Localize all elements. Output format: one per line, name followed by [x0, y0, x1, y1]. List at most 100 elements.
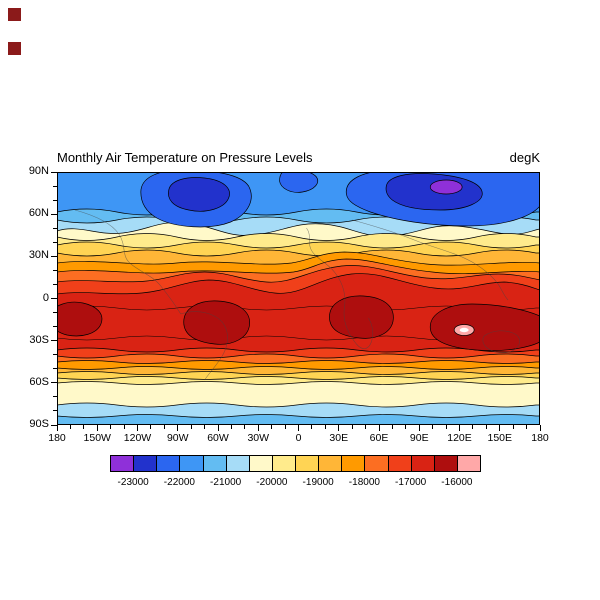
coastline-africa-europe	[306, 227, 374, 349]
colorbar-cell	[271, 455, 296, 472]
colorbar	[110, 455, 481, 472]
lon-tick-minor	[110, 425, 112, 429]
lat-tick-label: 60N	[28, 207, 49, 220]
colorbar-cell	[225, 455, 250, 472]
lon-tick-minor	[485, 425, 487, 429]
lat-tick-minor	[53, 199, 57, 201]
colorbar-cell	[341, 455, 366, 472]
colorbar-tick-label: -17000	[395, 477, 427, 488]
lon-tick-label: 60E	[369, 432, 389, 444]
colorbar-cell	[433, 455, 458, 472]
lon-tick-minor	[512, 425, 514, 429]
colorbar-cell	[364, 455, 389, 472]
contour-coldspot-greenland-core	[168, 177, 230, 212]
lat-tick-minor	[53, 227, 57, 229]
contour-hotspot-africa	[329, 295, 394, 339]
lat-tick-minor	[53, 269, 57, 271]
lon-tick-major	[338, 425, 340, 431]
colorbar-tick-label: -21000	[210, 477, 242, 488]
chart-title: Monthly Air Temperature on Pressure Leve…	[57, 150, 313, 165]
coastline-south-america	[180, 311, 228, 381]
lon-tick-minor	[365, 425, 367, 429]
colorbar-cell	[179, 455, 204, 472]
lon-tick-label: 90W	[166, 432, 189, 444]
lon-tick-label: 60W	[207, 432, 229, 444]
lat-tick-label: 30S	[29, 333, 49, 346]
lon-tick-minor	[230, 425, 232, 429]
colorbar-tick-label: -16000	[441, 477, 473, 488]
colorbar-cell	[110, 455, 135, 472]
colorbar-cell	[456, 455, 481, 472]
colorbar-cell	[248, 455, 273, 472]
lon-tick-label: 120E	[447, 432, 472, 444]
lon-tick-minor	[324, 425, 326, 429]
colorbar-cell	[295, 455, 320, 472]
lat-tick-minor	[53, 354, 57, 356]
lon-tick-major	[217, 425, 219, 431]
colorbar-tick-label: -22000	[163, 477, 195, 488]
lat-tick-minor	[53, 410, 57, 412]
lon-tick-minor	[69, 425, 71, 429]
map-plot-area	[57, 172, 540, 425]
lon-tick-label: 150E	[487, 432, 513, 444]
chart-units-label: degK	[509, 150, 540, 165]
coastline-asia	[352, 219, 509, 301]
contour-hotspot-australia	[429, 303, 540, 351]
colorbar-tick-label: -19000	[302, 477, 334, 488]
lat-tick-minor	[53, 283, 57, 285]
contour-hotspot-south-america	[183, 300, 250, 345]
lat-tick-minor	[53, 312, 57, 314]
lat-tick-label: 30N	[28, 249, 49, 262]
lat-tick-minor	[53, 326, 57, 328]
lat-tick-label: 60S	[29, 375, 49, 388]
lat-tick-major	[51, 171, 57, 173]
colorbar-cell	[318, 455, 343, 472]
lon-tick-major	[378, 425, 380, 431]
contour-coldspot-purple-minimum	[429, 179, 463, 195]
lat-tick-major	[51, 424, 57, 426]
contour-hotspot-white-core	[459, 327, 469, 333]
lat-tick-label: 0	[42, 291, 49, 304]
contour-band-antarctic-sky	[57, 414, 540, 425]
window-artifact-square-2	[8, 42, 21, 55]
lon-tick-minor	[391, 425, 393, 429]
lon-tick-major	[257, 425, 259, 431]
lon-tick-major	[137, 425, 138, 431]
lon-tick-major	[56, 425, 58, 431]
lon-tick-minor	[284, 425, 286, 429]
colorbar-tick-label: -20000	[256, 477, 288, 488]
lon-tick-minor	[432, 425, 434, 429]
lat-tick-minor	[53, 185, 57, 187]
lat-tick-major	[51, 340, 57, 342]
lon-tick-minor	[204, 425, 206, 429]
lon-tick-major	[418, 425, 420, 431]
lon-tick-minor	[351, 425, 353, 429]
plot-border	[57, 172, 540, 425]
lon-tick-minor	[445, 425, 447, 429]
lon-tick-label: 30W	[247, 432, 270, 444]
lon-tick-minor	[123, 425, 125, 429]
lat-tick-label: 90S	[29, 418, 49, 430]
lon-tick-minor	[271, 425, 273, 429]
coastline-australia	[482, 330, 520, 354]
lon-tick-label: 120W	[123, 432, 152, 444]
colorbar-cell	[156, 455, 181, 472]
colorbar-tick-label: -23000	[117, 477, 149, 488]
lat-tick-minor	[53, 368, 57, 370]
lon-tick-minor	[472, 425, 474, 429]
lon-tick-label: 0	[295, 432, 302, 444]
colorbar-cell	[133, 455, 158, 472]
lon-tick-minor	[311, 425, 313, 429]
lon-tick-label: 90E	[409, 432, 429, 444]
lat-tick-major	[51, 298, 57, 299]
colorbar-cell	[410, 455, 435, 472]
coastline-north-america	[74, 209, 182, 315]
lat-tick-label: 90N	[28, 165, 49, 177]
lon-tick-label: 30E	[329, 432, 349, 444]
lon-tick-major	[539, 425, 541, 431]
lat-tick-major	[51, 255, 57, 257]
lon-tick-minor	[244, 425, 246, 429]
lon-tick-minor	[163, 425, 165, 429]
lon-tick-minor	[83, 425, 85, 429]
lon-tick-major	[298, 425, 299, 431]
